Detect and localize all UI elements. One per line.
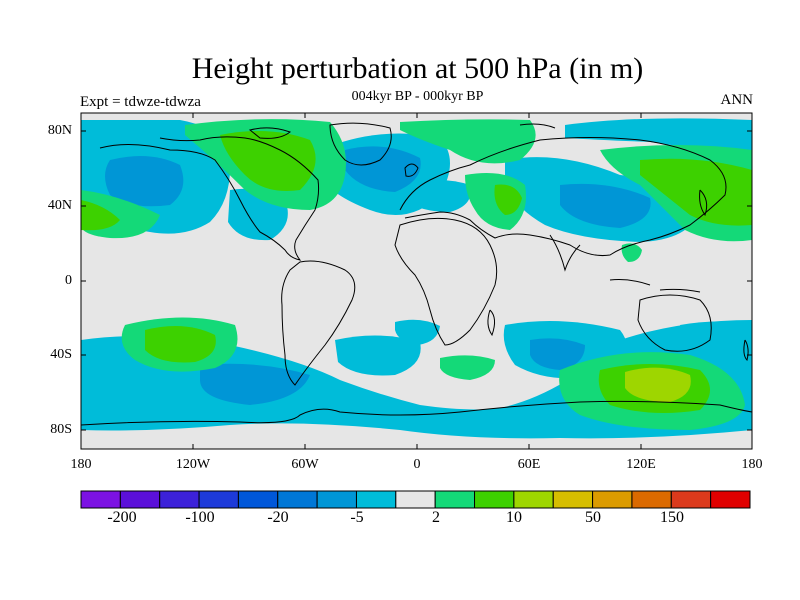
lon-label-120e: 120E bbox=[626, 457, 656, 472]
lon-label-180w: 180 bbox=[70, 457, 92, 472]
contour-core-atlantic bbox=[345, 146, 421, 192]
colorbar bbox=[80, 490, 751, 509]
colorbar-label: 150 bbox=[660, 509, 684, 526]
coastline-arctic-islands bbox=[248, 123, 556, 139]
colorbar-swatch bbox=[474, 490, 515, 509]
map-ticks bbox=[81, 113, 752, 449]
coastline-africa bbox=[394, 217, 498, 346]
coastline-uk bbox=[404, 163, 419, 177]
contour-pos-greenland bbox=[400, 119, 536, 164]
coastline-north-america bbox=[99, 136, 320, 261]
colorbar-label: 10 bbox=[506, 509, 522, 526]
coastline-antarctica bbox=[81, 400, 752, 426]
lon-label-180e: 180 bbox=[741, 457, 763, 472]
colorbar-label: -5 bbox=[350, 509, 364, 526]
coastline-new-zealand bbox=[743, 339, 749, 361]
colorbar-swatch bbox=[631, 490, 672, 509]
colorbar-swatch bbox=[592, 490, 633, 509]
colorbar-swatch bbox=[552, 490, 594, 509]
experiment-label: Expt = tdwze-tdwza bbox=[80, 94, 201, 110]
figure-title: Height perturbation at 500 hPa (in m) bbox=[191, 52, 644, 85]
coastline-greenland bbox=[329, 122, 392, 166]
colorbar-swatch bbox=[316, 490, 357, 509]
contour-peak-s-indian bbox=[625, 367, 691, 402]
contour-core-pacific-nw bbox=[81, 200, 120, 231]
colorbar-swatch bbox=[434, 490, 476, 509]
contour-pos-south-atlantic bbox=[440, 355, 495, 380]
colorbar-swatch bbox=[119, 490, 161, 509]
contour-pos-philippines bbox=[621, 243, 642, 262]
colorbar-swatch bbox=[277, 490, 318, 509]
contour-core-mediterranean bbox=[494, 184, 522, 215]
lon-label-0: 0 bbox=[413, 457, 421, 472]
contour-core-eurasia bbox=[560, 183, 651, 228]
coastline-madagascar bbox=[487, 309, 496, 337]
colorbar-swatch bbox=[80, 490, 121, 509]
contour-core-north-america bbox=[105, 156, 184, 207]
colorbar-label: 50 bbox=[585, 509, 601, 526]
lon-label-60w: 60W bbox=[291, 457, 319, 472]
season-label: ANN bbox=[720, 92, 754, 108]
colorbar-label: 2 bbox=[432, 509, 440, 526]
colorbar-swatch bbox=[513, 490, 554, 509]
contour-neg-europe bbox=[405, 180, 471, 212]
colorbar-swatch bbox=[710, 490, 751, 509]
contour-neg-indian-small bbox=[395, 319, 440, 345]
colorbar-label: -20 bbox=[267, 509, 289, 526]
colorbar-swatch bbox=[355, 490, 397, 509]
colorbar-swatch bbox=[198, 490, 239, 509]
contour-neg-south-atlantic bbox=[335, 335, 421, 376]
coastline-eurasia bbox=[399, 137, 727, 256]
contour-neg-nw-pacific bbox=[680, 321, 752, 349]
colorbar-swatch bbox=[159, 490, 200, 509]
colorbar-swatch bbox=[670, 490, 712, 509]
contour-core-canada bbox=[220, 131, 316, 191]
contour-core-s-indian bbox=[530, 338, 585, 370]
lat-label-80s: 80S bbox=[50, 422, 72, 437]
lon-label-60e: 60E bbox=[517, 457, 541, 472]
colorbar-swatch bbox=[237, 490, 279, 509]
coastline-australia bbox=[637, 294, 712, 352]
contour-core-east-asia bbox=[640, 158, 752, 226]
colorbar-label: -200 bbox=[107, 509, 137, 526]
coastlines bbox=[81, 122, 752, 426]
coastline-india bbox=[549, 234, 581, 272]
coastline-indonesia bbox=[609, 279, 701, 293]
contour-fields bbox=[81, 118, 752, 439]
lat-label-40n: 40N bbox=[47, 198, 72, 213]
contour-neg-arctic-asia bbox=[565, 118, 752, 150]
figure-subtitle: 004kyr BP - 000kyr BP bbox=[351, 89, 484, 104]
lat-label-0: 0 bbox=[65, 273, 72, 288]
coastline-south-america bbox=[281, 260, 356, 386]
contour-core-s-pacific bbox=[200, 363, 310, 405]
lat-label-80n: 80N bbox=[47, 123, 72, 138]
colorbar-swatch bbox=[395, 490, 436, 509]
coastline-japan bbox=[699, 189, 708, 217]
contour-core-s-pacific bbox=[145, 326, 216, 363]
lon-label-120w: 120W bbox=[175, 457, 211, 472]
colorbar-label: -100 bbox=[185, 509, 215, 526]
lat-label-40s: 40S bbox=[50, 347, 72, 362]
